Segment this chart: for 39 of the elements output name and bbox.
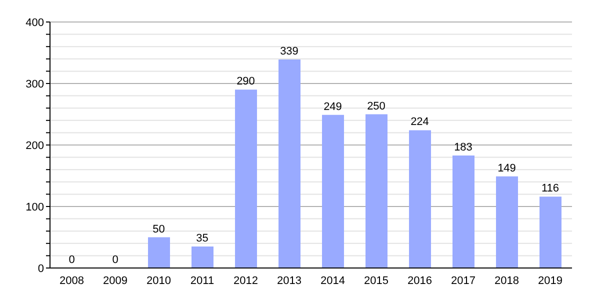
bar [192, 246, 214, 268]
x-tick-label: 2016 [408, 274, 432, 287]
bar [278, 60, 300, 268]
x-tick-label: 2014 [320, 274, 345, 287]
data-label: 224 [410, 116, 429, 128]
bar [409, 130, 431, 268]
data-label: 149 [498, 162, 516, 174]
x-tick-label: 2018 [494, 274, 519, 287]
y-tick-label: 200 [26, 140, 44, 152]
x-tick-label: 2009 [103, 274, 128, 287]
data-label: 0 [68, 254, 75, 266]
y-tick-label: 0 [38, 262, 44, 275]
x-tick-label: 2008 [60, 274, 84, 287]
data-label: 183 [454, 141, 472, 154]
y-tick-label: 100 [26, 201, 44, 214]
x-tick-label: 2012 [234, 274, 258, 287]
data-label: 35 [196, 232, 208, 244]
bar [235, 90, 257, 268]
bar [322, 114, 344, 268]
bar [366, 114, 388, 268]
x-tick-label: 2011 [190, 274, 214, 287]
bar [452, 155, 474, 268]
data-label: 339 [280, 46, 298, 58]
data-label: 249 [324, 100, 342, 113]
x-tick-label: 2017 [451, 274, 476, 287]
x-tick-label: 2015 [364, 274, 388, 287]
bar [540, 196, 562, 268]
y-tick-label: 300 [26, 78, 44, 90]
x-tick-label: 2013 [277, 274, 302, 287]
x-tick-label: 2010 [146, 274, 171, 287]
data-label: 250 [367, 100, 386, 112]
x-tick-label: 2019 [538, 274, 562, 287]
y-tick-label: 400 [26, 16, 44, 29]
data-label: 116 [541, 182, 560, 195]
bar [496, 176, 518, 268]
bar [148, 237, 170, 268]
data-label: 50 [152, 223, 165, 236]
data-label: 0 [112, 254, 118, 266]
data-label: 290 [236, 76, 255, 88]
